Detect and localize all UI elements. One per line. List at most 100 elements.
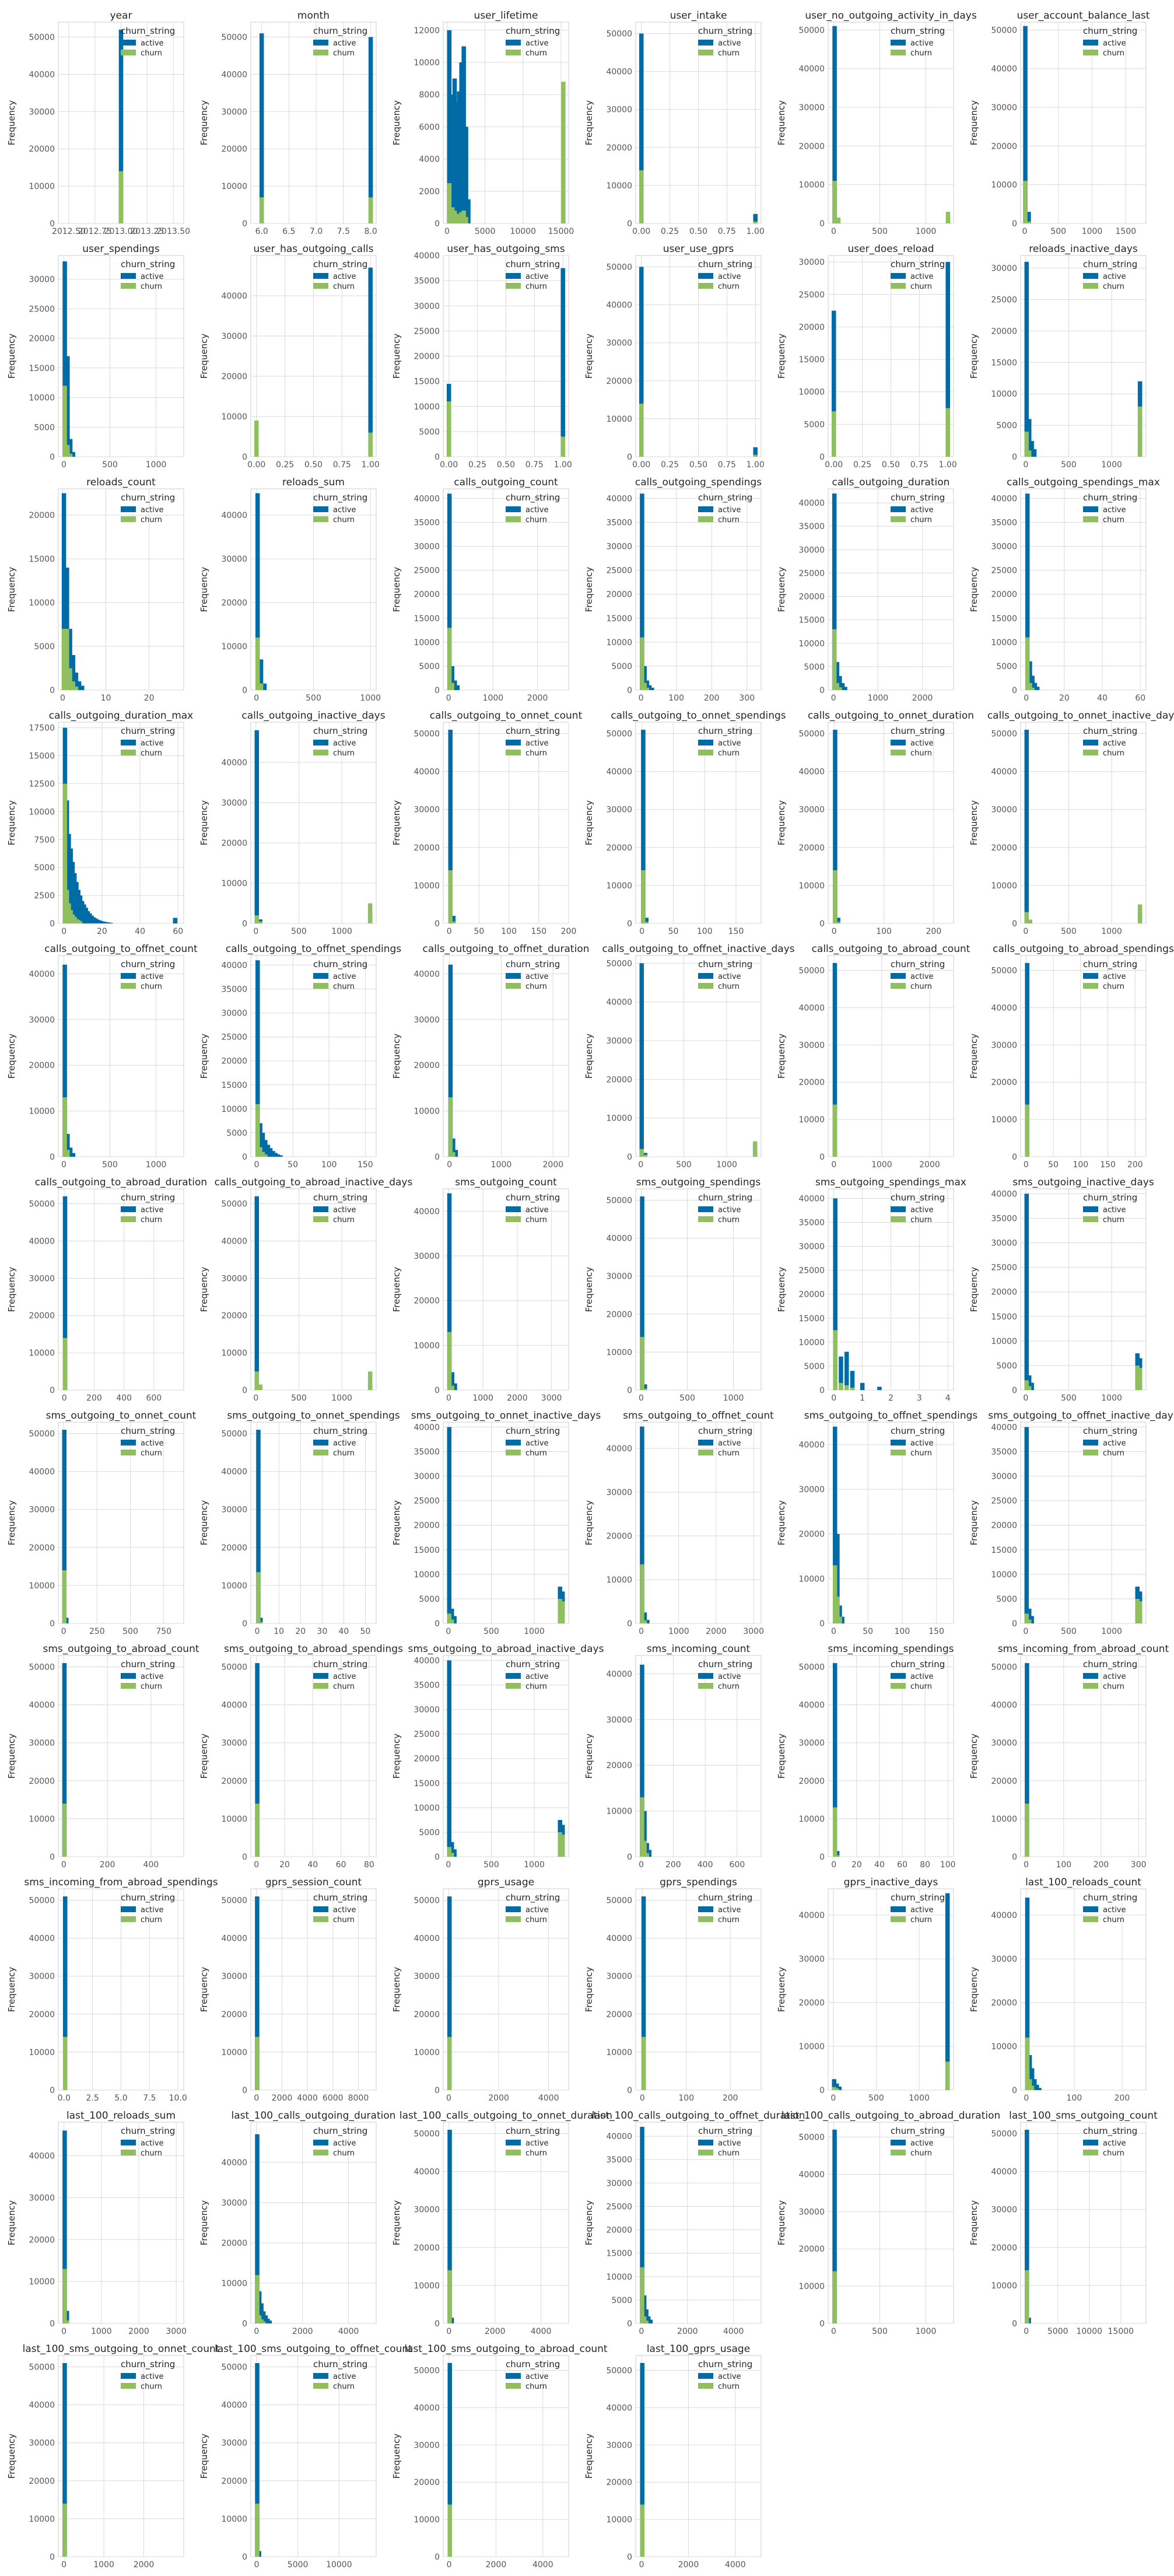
y-tick-label: 35000 bbox=[991, 1447, 1017, 1457]
chart-title: user_has_outgoing_calls bbox=[253, 243, 373, 255]
y-tick-label: 10000 bbox=[413, 1107, 440, 1116]
plot-area bbox=[828, 1655, 954, 1857]
bar-active bbox=[451, 1138, 455, 1157]
legend-label-churn: churn bbox=[1103, 1216, 1124, 1224]
bar-churn bbox=[64, 2320, 69, 2323]
y-tick-label: 40000 bbox=[991, 65, 1017, 74]
y-axis-label: Frequency bbox=[391, 567, 402, 612]
bar-active bbox=[453, 1150, 458, 1157]
y-tick-label: 10000 bbox=[413, 2281, 440, 2291]
y-tick-label: 10000 bbox=[606, 2515, 632, 2525]
chart-title: user_no_outgoing_activity_in_days bbox=[805, 10, 977, 22]
bar-churn bbox=[368, 432, 373, 457]
bar-churn bbox=[68, 453, 73, 457]
y-axis-label: Frequency bbox=[969, 2200, 979, 2246]
legend-title: churn_string bbox=[506, 492, 560, 503]
x-tick-label: 1000 bbox=[868, 694, 889, 703]
bar-active bbox=[835, 662, 840, 690]
y-axis-label: Frequency bbox=[199, 800, 209, 846]
x-tick-label: 0 bbox=[832, 927, 837, 936]
x-tick-label: 7.5 bbox=[337, 227, 350, 236]
bar-active bbox=[832, 2079, 837, 2090]
y-axis-label: Frequency bbox=[776, 1267, 787, 1312]
x-tick-label: 0 bbox=[60, 694, 65, 703]
legend-label-churn: churn bbox=[141, 1216, 162, 1224]
x-tick-label: 1500 bbox=[1116, 227, 1137, 236]
bar-active bbox=[644, 2309, 649, 2323]
y-tick-label: 0 bbox=[819, 1386, 825, 1395]
y-tick-label: 50000 bbox=[798, 2133, 825, 2143]
legend-label-active: active bbox=[1103, 1672, 1126, 1681]
x-tick-label: 0 bbox=[1024, 1860, 1029, 1870]
bar-active bbox=[255, 1663, 260, 1857]
y-tick-label: 0 bbox=[627, 2319, 632, 2329]
y-tick-label: 40000 bbox=[221, 961, 247, 970]
histogram-panel: last_100_reloads_sum 0 10000 20000 30000 4000… bbox=[3, 2109, 195, 2343]
bar-churn bbox=[461, 210, 466, 223]
y-tick-label: 50000 bbox=[991, 730, 1017, 739]
legend-swatch-churn bbox=[1083, 516, 1098, 522]
chart-title: sms_incoming_spendings bbox=[828, 1643, 954, 1655]
chart-title: calls_outgoing_to_offnet_count bbox=[44, 943, 198, 955]
legend-swatch-churn bbox=[121, 983, 136, 989]
y-tick-label: 30000 bbox=[798, 1739, 825, 1748]
histogram-panel: user_does_reload 0 5000 10000 15000 20000 2500… bbox=[773, 243, 965, 476]
x-tick-label: 4000 bbox=[532, 2560, 553, 2570]
bar-active bbox=[450, 94, 455, 223]
x-tick-label: 80 bbox=[364, 1860, 374, 1870]
x-tick-label: 10000 bbox=[1076, 2327, 1102, 2336]
bar-active bbox=[1032, 449, 1037, 457]
plot-area bbox=[443, 722, 569, 924]
legend-label-churn: churn bbox=[910, 1682, 932, 1691]
histogram-panel: user_intake 0 10000 20000 30000 40000 50000 0.0… bbox=[580, 9, 773, 243]
legend-swatch-active bbox=[121, 973, 136, 979]
x-tick-label: 3000 bbox=[743, 1627, 764, 1636]
bar-active bbox=[877, 1387, 882, 1390]
chart-title: sms_outgoing_to_offnet_spendings bbox=[804, 1410, 978, 1422]
bar-active bbox=[1026, 1375, 1032, 1390]
x-tick-label: 80 bbox=[920, 1860, 930, 1870]
legend-label-active: active bbox=[525, 1439, 549, 1448]
y-tick-label: 40000 bbox=[606, 768, 632, 777]
y-tick-label: 50000 bbox=[606, 959, 632, 968]
x-tick-label: 10 bbox=[101, 694, 111, 703]
y-tick-label: 0 bbox=[242, 686, 247, 695]
histogram-panel: calls_outgoing_duration_max 0 2500 5000 7500… bbox=[3, 709, 195, 943]
legend-label-active: active bbox=[525, 1206, 549, 1214]
histogram-panel: sms_outgoing_to_offnet_inactive_days 0 500… bbox=[965, 1409, 1174, 1643]
legend-swatch-active bbox=[1083, 1206, 1098, 1212]
legend-label-active: active bbox=[718, 1672, 741, 1681]
x-tick-label: 100 bbox=[1067, 2094, 1082, 2103]
bar-churn bbox=[832, 181, 837, 223]
y-tick-label: 30000 bbox=[798, 103, 825, 113]
bar-active bbox=[65, 1133, 70, 1157]
plot-area bbox=[443, 955, 569, 1157]
y-tick-label: 40000 bbox=[413, 1934, 440, 1944]
plot-area bbox=[250, 722, 377, 924]
y-tick-label: 15000 bbox=[798, 355, 825, 365]
bar-churn bbox=[836, 922, 840, 923]
x-tick-label: 2000 bbox=[706, 1627, 727, 1636]
x-tick-label: 10000 bbox=[510, 227, 537, 236]
x-tick-label: 200 bbox=[1094, 1860, 1109, 1870]
y-tick-label: 20000 bbox=[606, 590, 632, 600]
chart-title: user_lifetime bbox=[474, 10, 538, 22]
plot-area bbox=[58, 255, 184, 457]
y-tick-label: 0 bbox=[434, 1386, 440, 1395]
y-tick-label: 0 bbox=[50, 919, 55, 929]
legend-swatch-churn bbox=[313, 1916, 328, 1922]
legend-swatch-active bbox=[313, 1906, 328, 1912]
bar-active bbox=[259, 33, 264, 224]
y-tick-label: 20000 bbox=[606, 2010, 632, 2020]
y-tick-label: 5000 bbox=[996, 421, 1017, 430]
bar-churn bbox=[1137, 1368, 1143, 1390]
x-tick-label: 0 bbox=[639, 1627, 644, 1636]
legend-title: churn_string bbox=[698, 2359, 752, 2370]
bar-active bbox=[639, 267, 644, 457]
x-tick-label: 2000 bbox=[488, 2094, 509, 2103]
legend-label-active: active bbox=[141, 506, 164, 514]
legend-swatch-active bbox=[506, 2140, 521, 2146]
bar-churn bbox=[62, 1338, 68, 1390]
y-tick-label: 20000 bbox=[221, 1057, 247, 1066]
